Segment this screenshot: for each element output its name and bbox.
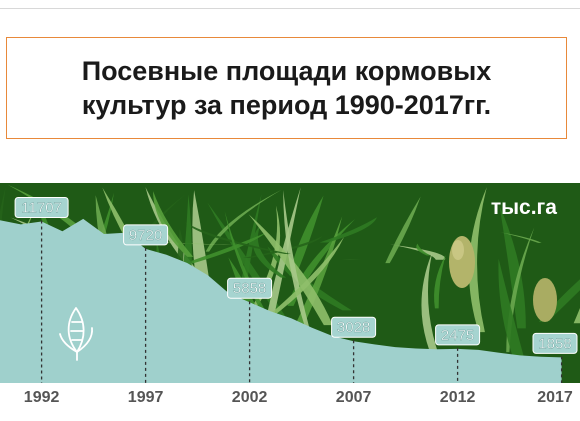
leaf-shape xyxy=(389,244,446,260)
value-label-bg xyxy=(331,316,377,338)
value-label-bg xyxy=(532,332,578,354)
leaf-shape xyxy=(289,195,324,276)
value-label: 3028 xyxy=(337,319,370,336)
value-label: 1858 xyxy=(538,335,571,352)
chart-title-line2: культур за период 1990-2017гг. xyxy=(81,90,492,120)
leaf-shape xyxy=(499,205,526,329)
leaf-shape xyxy=(169,194,192,383)
leaf-shape xyxy=(434,255,446,309)
x-tick-label: 1997 xyxy=(128,389,164,406)
leaf-shape xyxy=(385,196,421,264)
leaf-shape xyxy=(205,189,282,252)
leaf-shape xyxy=(573,307,580,324)
x-tick-label: 2012 xyxy=(440,389,476,406)
x-tick-label: 2002 xyxy=(232,389,268,406)
value-label-bg xyxy=(14,197,69,219)
value-label: 5858 xyxy=(233,280,266,297)
leaf-shape xyxy=(500,232,542,243)
value-label: 9720 xyxy=(129,227,162,244)
chart-title: Посевные площади кормовых культур за пер… xyxy=(82,54,492,122)
leaf-shape xyxy=(468,187,487,333)
unit-label: тыс.га xyxy=(491,196,557,219)
top-divider xyxy=(0,8,580,9)
title-box: Посевные площади кормовых культур за пер… xyxy=(6,37,567,139)
leaf-shape xyxy=(241,205,281,323)
grain-head xyxy=(449,236,557,322)
leaf-shape xyxy=(252,223,287,278)
leaf-shape xyxy=(416,243,431,256)
chart-title-line1: Посевные площади кормовых xyxy=(81,56,492,86)
x-tick-label: 1992 xyxy=(24,389,60,406)
area-series xyxy=(0,218,562,383)
x-tick-label: 2017 xyxy=(537,389,573,406)
corn-icon xyxy=(59,307,93,361)
value-label: 2475 xyxy=(441,327,474,344)
x-tick-label: 2007 xyxy=(336,389,372,406)
value-label-bg xyxy=(123,224,169,246)
value-label-bg xyxy=(435,324,481,346)
value-label: 11707 xyxy=(21,200,62,217)
value-label-bg xyxy=(227,277,273,299)
